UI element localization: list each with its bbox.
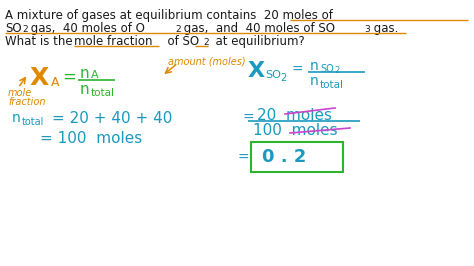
Text: n: n	[310, 59, 319, 73]
Text: A: A	[51, 76, 60, 89]
Text: = 20 + 40 + 40: = 20 + 40 + 40	[52, 111, 173, 126]
Text: 2: 2	[22, 25, 27, 34]
Text: 3: 3	[364, 25, 370, 34]
Text: total: total	[22, 117, 45, 127]
Text: =: =	[243, 111, 255, 125]
Text: total: total	[91, 88, 115, 98]
Text: 2: 2	[203, 38, 209, 47]
Text: =: =	[238, 151, 250, 165]
Text: SO: SO	[320, 64, 334, 74]
Text: SO: SO	[5, 22, 22, 35]
Text: 2: 2	[334, 66, 339, 75]
Text: gas.: gas.	[370, 22, 398, 35]
Text: A: A	[91, 70, 99, 80]
Text: SO: SO	[265, 70, 281, 80]
Text: = 100  moles: = 100 moles	[40, 131, 142, 146]
Text: X: X	[30, 66, 49, 90]
Text: gas,  and  40 moles of SO: gas, and 40 moles of SO	[180, 22, 335, 35]
Text: What is the: What is the	[5, 35, 80, 48]
Text: 2: 2	[175, 25, 181, 34]
Text: gas,  40 moles of O: gas, 40 moles of O	[27, 22, 145, 35]
Text: X: X	[248, 61, 265, 81]
Text: 2: 2	[280, 73, 286, 83]
Text: of SO: of SO	[160, 35, 199, 48]
Text: =: =	[292, 63, 304, 77]
Text: 20  moles: 20 moles	[257, 108, 332, 123]
Text: amount (moles): amount (moles)	[168, 57, 246, 67]
Text: 100  moles: 100 moles	[253, 123, 337, 138]
Text: n: n	[80, 82, 90, 97]
Text: A mixture of gases at equilibrium contains  20 moles of: A mixture of gases at equilibrium contai…	[5, 9, 333, 22]
Text: =: =	[62, 68, 76, 86]
Text: n: n	[12, 111, 21, 125]
Text: total: total	[320, 80, 344, 90]
Text: n: n	[80, 66, 90, 81]
Text: fraction: fraction	[8, 97, 46, 107]
Text: n: n	[310, 74, 319, 88]
Text: mole fraction: mole fraction	[74, 35, 153, 48]
Text: 0 . 2: 0 . 2	[262, 148, 306, 166]
FancyBboxPatch shape	[251, 142, 343, 172]
Text: mole: mole	[8, 88, 32, 98]
Text: at equilibrium?: at equilibrium?	[208, 35, 305, 48]
